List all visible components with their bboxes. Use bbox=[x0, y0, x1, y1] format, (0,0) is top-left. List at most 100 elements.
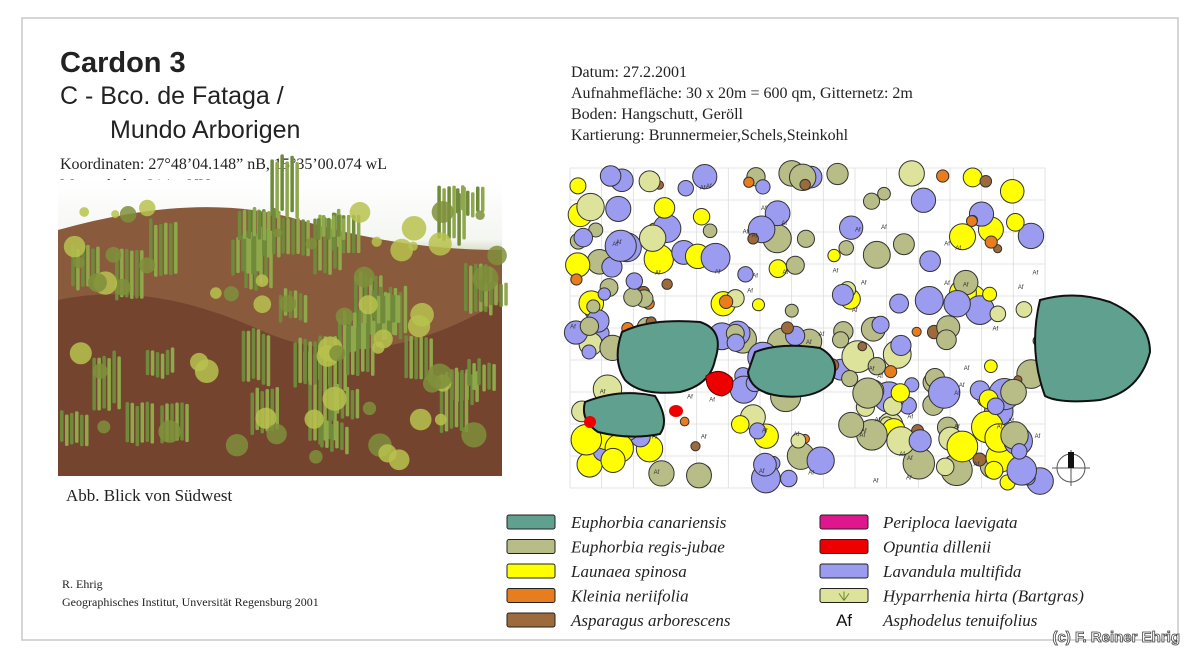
plant bbox=[743, 176, 755, 188]
cactus-stem bbox=[286, 218, 290, 255]
cactus-stem bbox=[117, 356, 121, 410]
shrub bbox=[335, 307, 354, 326]
shrub bbox=[461, 422, 487, 448]
cactus-stem bbox=[247, 209, 252, 239]
asphodelus-mark: Af bbox=[944, 241, 950, 247]
opuntia bbox=[669, 405, 683, 417]
cactus-stem bbox=[475, 186, 480, 212]
cactus-stem bbox=[454, 367, 459, 428]
plant bbox=[890, 383, 910, 403]
cactus-stem bbox=[296, 217, 300, 255]
asphodelus-mark: Af bbox=[954, 391, 960, 397]
asphodelus-mark: Af bbox=[709, 397, 715, 403]
plant bbox=[911, 326, 922, 337]
cactus-stem bbox=[86, 244, 90, 287]
cactus-stem bbox=[336, 215, 341, 237]
legend-label: Asparagus arborescens bbox=[570, 611, 731, 630]
shrub bbox=[223, 286, 239, 302]
cactus-stem bbox=[150, 350, 155, 376]
plant bbox=[796, 229, 815, 248]
cactus-stem bbox=[298, 337, 302, 384]
cactus-stem bbox=[345, 426, 349, 455]
cactus-stem bbox=[160, 353, 165, 379]
plant bbox=[690, 441, 701, 452]
cactus-stem bbox=[140, 250, 144, 299]
asphodelus-mark: Af bbox=[600, 389, 606, 395]
cactus-stem bbox=[180, 402, 184, 441]
cactus-stem bbox=[231, 239, 235, 276]
plant bbox=[569, 177, 587, 195]
cactus-stem bbox=[241, 235, 245, 272]
cactus-stem bbox=[130, 250, 134, 300]
shrub bbox=[87, 273, 107, 293]
cactus-stem bbox=[386, 292, 391, 321]
cactus-stem bbox=[465, 190, 470, 216]
asphodelus-mark: Af bbox=[899, 452, 905, 458]
plant bbox=[999, 179, 1025, 204]
shrub bbox=[225, 434, 249, 457]
plant bbox=[965, 215, 978, 227]
cactus-stem bbox=[285, 161, 289, 218]
shrub bbox=[72, 256, 85, 269]
photo-caption: Abb. Blick von Südwest bbox=[66, 486, 233, 505]
shrub bbox=[407, 314, 431, 338]
cactus-stem bbox=[281, 217, 285, 254]
plant bbox=[857, 341, 868, 352]
cactus-stem bbox=[371, 326, 375, 376]
plant bbox=[984, 460, 1004, 480]
plant bbox=[579, 316, 600, 336]
shrub bbox=[139, 199, 156, 217]
asphodelus-mark: Af bbox=[992, 327, 998, 333]
cactus-stem bbox=[60, 410, 64, 442]
plant bbox=[790, 432, 807, 449]
cactus-stem bbox=[246, 237, 250, 274]
subtitle: C - Bco. de Fataga / bbox=[60, 82, 284, 110]
asphodelus-mark: Af bbox=[959, 383, 965, 389]
cactus-stem bbox=[102, 355, 106, 409]
asphodelus-mark: Af bbox=[859, 433, 865, 439]
cactus-stem bbox=[467, 358, 471, 386]
plant bbox=[919, 250, 941, 273]
plant bbox=[570, 273, 583, 286]
cactus-stem bbox=[159, 224, 163, 276]
cactus-stem bbox=[356, 214, 361, 254]
cactus-stem bbox=[320, 419, 324, 448]
cactus-stem bbox=[477, 358, 481, 386]
shrub bbox=[63, 235, 86, 258]
plant bbox=[862, 192, 881, 210]
plant bbox=[935, 457, 955, 477]
cactus-stem bbox=[135, 249, 139, 299]
asphodelus-mark: Af bbox=[1018, 285, 1024, 291]
cactus-stem bbox=[346, 326, 350, 376]
copyright: (c) F. Reiner Ehrig bbox=[1052, 629, 1180, 646]
asphodelus-mark: Af bbox=[1035, 434, 1041, 440]
cactus-stem bbox=[301, 219, 305, 256]
cactus-stem bbox=[112, 350, 116, 404]
plant bbox=[806, 446, 835, 475]
cactus-stem bbox=[303, 350, 307, 382]
cactus-stem bbox=[366, 322, 370, 373]
asphodelus-mark: Af bbox=[743, 229, 749, 235]
legend-label: Kleinia neriifolia bbox=[570, 587, 689, 606]
plant bbox=[638, 170, 661, 193]
cactus-stem bbox=[150, 403, 155, 444]
cactus-stem bbox=[257, 210, 262, 240]
cactus-stem bbox=[135, 405, 140, 447]
cactus-stem bbox=[65, 414, 69, 447]
euphorbia-canariensis bbox=[616, 320, 719, 394]
cactus-stem bbox=[499, 283, 503, 308]
asphodelus-mark: Af bbox=[1008, 418, 1014, 424]
plant bbox=[972, 452, 987, 467]
cactus-stem bbox=[424, 337, 428, 380]
cactus-stem bbox=[351, 214, 356, 254]
asphodelus-mark: Af bbox=[855, 227, 861, 233]
shrub bbox=[158, 420, 181, 443]
plant bbox=[914, 286, 944, 316]
asphodelus-mark: Af bbox=[944, 281, 950, 287]
plant bbox=[604, 229, 637, 262]
cactus-stem bbox=[293, 342, 297, 388]
plant bbox=[686, 462, 712, 489]
shrub bbox=[305, 237, 318, 250]
asphodelus-mark: Af bbox=[869, 367, 875, 373]
plant bbox=[692, 208, 711, 226]
